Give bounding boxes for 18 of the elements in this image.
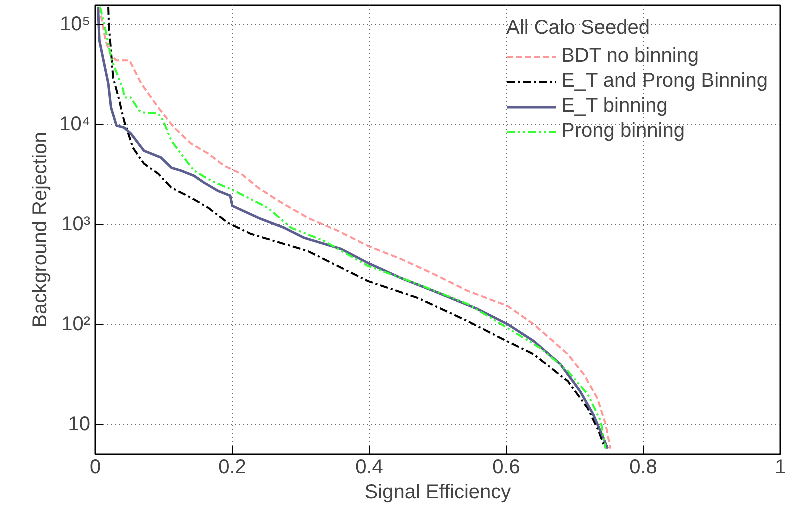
x-tick-label: 0.2: [218, 456, 246, 478]
legend-label: Prong binning: [562, 120, 685, 143]
x-tick-label: 0.4: [356, 456, 384, 478]
y-tick-label: 10⁴: [60, 113, 91, 136]
y-tick-label: 10: [68, 413, 91, 436]
x-tick-label: 0.8: [630, 456, 658, 478]
legend-label: E_T and Prong Binning: [562, 70, 768, 93]
y-tick-label: 10²: [62, 313, 91, 336]
x-tick-label: 0.6: [492, 456, 520, 478]
y-axis-title: Background Rejection: [30, 132, 52, 328]
x-tick-label: 1: [774, 456, 786, 478]
x-axis-title: Signal Efficiency: [364, 482, 512, 504]
legend-label: BDT no binning: [562, 45, 700, 68]
y-tick-label: 10⁵: [60, 14, 91, 36]
legend-title: All Calo Seeded: [506, 17, 651, 40]
legend-label: E_T binning: [562, 95, 668, 118]
x-tick-label: 0: [90, 456, 102, 478]
y-tick-label: 10³: [62, 213, 91, 236]
